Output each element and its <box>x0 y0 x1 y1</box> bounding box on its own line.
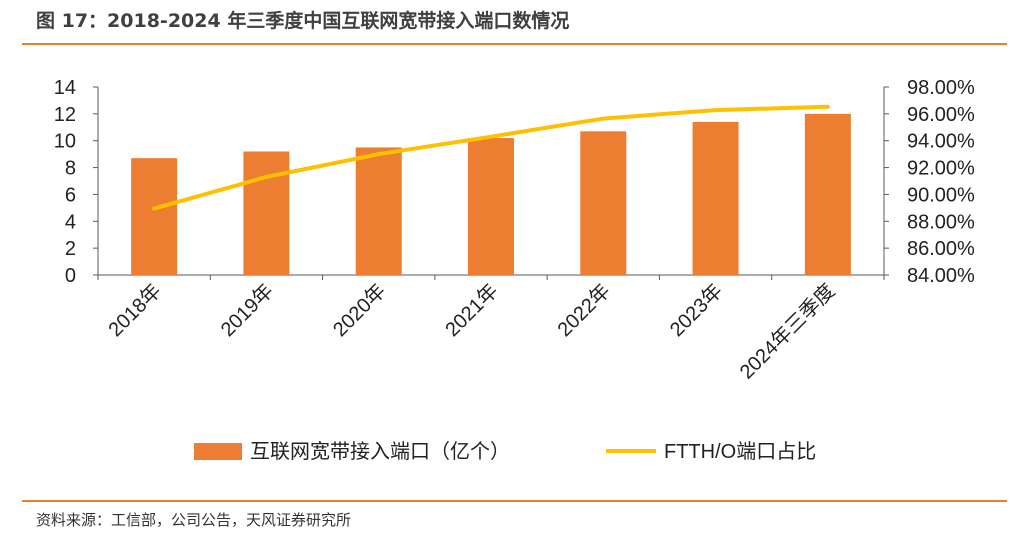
y-right-tick-label: 86.00% <box>907 238 975 260</box>
y-left-tick-label: 10 <box>54 131 76 153</box>
line-group <box>152 104 830 211</box>
bar <box>131 158 178 275</box>
bar <box>804 113 851 275</box>
x-category-label: 2020年 <box>328 279 390 341</box>
source-note: 资料来源：工信部，公司公告，天风证券研究所 <box>36 511 352 529</box>
y-right-tick-label: 96.00% <box>907 104 975 126</box>
y-left-tick-label: 8 <box>65 158 76 180</box>
bottom-rule <box>22 500 1007 502</box>
legend: 互联网宽带接入端口（亿个） FTTH/O端口占比 <box>194 440 816 463</box>
top-rule <box>22 43 1007 45</box>
bar <box>580 131 627 275</box>
bar <box>243 151 290 275</box>
y-left-tick-label: 0 <box>65 265 76 287</box>
y-right-tick-label: 94.00% <box>907 131 975 153</box>
bar <box>355 147 402 275</box>
x-category-label: 2021年 <box>441 279 503 341</box>
legend-line-label: FTTH/O端口占比 <box>664 440 816 463</box>
y-left-tick-label: 4 <box>65 211 76 233</box>
x-category-label: 2023年 <box>665 279 727 341</box>
bar <box>468 138 514 275</box>
bar <box>692 121 739 276</box>
y-right-tick-label: 88.00% <box>907 211 975 233</box>
x-category-label: 2022年 <box>553 279 615 341</box>
y-right-tick-label: 98.00% <box>907 77 975 99</box>
legend-bar-label: 互联网宽带接入端口（亿个） <box>250 440 510 463</box>
y-left-tick-label: 2 <box>65 238 76 260</box>
ftth-line <box>152 104 830 211</box>
combo-chart: 0 2 4 6 8 10 12 14 84.00% 86.00% 88.00% 90.00% 92.00… <box>54 77 975 463</box>
y-left-tick-label: 6 <box>65 184 76 206</box>
x-category-label: 2019年 <box>216 279 278 341</box>
figure-title: 图 17：2018-2024 年三季度中国互联网宽带接入端口数情况 <box>36 10 570 32</box>
bars-group <box>131 113 851 276</box>
y-right-tick-label: 92.00% <box>907 158 975 180</box>
legend-bar-swatch <box>194 443 242 460</box>
x-category-label: 2018年 <box>104 279 166 341</box>
y-right-tick-label: 90.00% <box>907 184 975 206</box>
x-category-label: 2024年三季度 <box>735 279 839 383</box>
y-left-tick-label: 12 <box>54 104 76 126</box>
y-right-tick-label: 84.00% <box>907 265 975 287</box>
y-left-tick-label: 14 <box>54 77 76 99</box>
